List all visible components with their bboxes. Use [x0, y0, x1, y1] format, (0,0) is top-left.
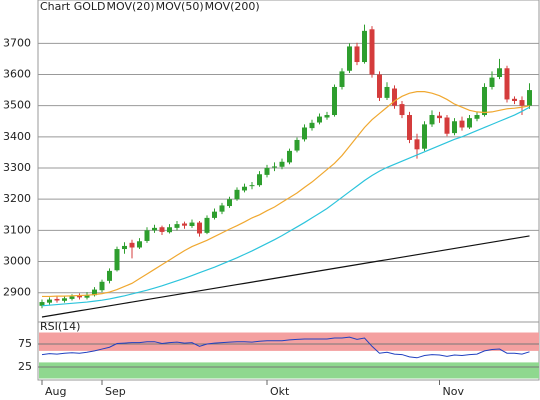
candle-body — [527, 90, 532, 106]
candle-body — [279, 161, 285, 167]
candle-body — [129, 242, 135, 248]
candle-body — [99, 281, 105, 291]
candle-body — [354, 46, 360, 63]
candle-body — [339, 71, 345, 87]
rsi-band — [39, 362, 539, 379]
candle-body — [497, 68, 502, 77]
candle-body — [69, 296, 75, 299]
candle-body — [414, 139, 420, 150]
rsi-band — [39, 332, 539, 351]
candle-body — [512, 98, 517, 101]
x-tick-label: Okt — [270, 385, 290, 398]
y-tick-label: 75 — [18, 337, 32, 350]
y-tick-label: 3700 — [3, 36, 31, 49]
candle-body — [39, 302, 45, 306]
candle-body — [272, 166, 277, 168]
legend-entry: MOV(50) — [156, 0, 204, 13]
candle-body — [212, 211, 217, 218]
candle-body — [197, 222, 202, 234]
candle-body — [474, 115, 480, 119]
candle-body — [152, 227, 157, 231]
y-tick-label: 3300 — [3, 161, 31, 174]
y-tick-label: 2900 — [3, 286, 31, 299]
rsi-title: RSI(14) — [40, 320, 80, 333]
y-tick-label: 3500 — [3, 99, 31, 112]
candle-body — [437, 115, 442, 119]
candle-body — [287, 150, 292, 163]
candle-body — [504, 68, 510, 100]
candle-body — [182, 223, 187, 226]
candle-body — [369, 29, 375, 75]
rsi-line — [41, 336, 530, 359]
candle-body — [84, 294, 90, 298]
x-tick-label: Aug — [45, 385, 66, 398]
plot-layer: 2900 3000 3100 3200 3300 3400 3500 3600 3700 Char… — [3, 0, 539, 398]
legend-entry: MOV(20) — [107, 0, 155, 13]
candle-body — [107, 270, 112, 281]
candle-body — [407, 115, 412, 140]
candle-body — [249, 185, 255, 187]
candle-body — [174, 224, 180, 228]
moving-average — [42, 91, 530, 298]
candle-body — [54, 298, 60, 301]
candle-body — [302, 127, 307, 140]
candle-body — [204, 217, 210, 233]
candle-body — [362, 30, 367, 63]
candle-body — [399, 104, 405, 116]
candle-body — [159, 227, 165, 232]
candle-body — [377, 74, 382, 98]
candle-body — [227, 199, 232, 207]
y-tick-label: 3200 — [3, 192, 31, 205]
legend-entry: MOV(200) — [205, 0, 260, 13]
y-tick-label: 3600 — [3, 67, 31, 80]
candle-body — [62, 298, 67, 301]
candle-body — [422, 124, 427, 149]
candle-body — [242, 186, 247, 191]
candle-body — [347, 46, 352, 71]
candle-body — [167, 227, 172, 233]
candle-body — [392, 88, 397, 106]
candle-body — [444, 117, 450, 134]
candle-body — [47, 299, 52, 303]
candle-body — [137, 241, 142, 248]
y-tick-label: 25 — [18, 360, 32, 373]
x-tick-label: Sep — [105, 385, 126, 398]
candle-body — [429, 115, 435, 125]
moving-average — [41, 235, 530, 318]
candle-body — [264, 168, 270, 175]
candle-body — [452, 121, 457, 134]
candle-body — [189, 222, 195, 226]
x-tick-label: Nov — [443, 385, 465, 398]
candle-body — [482, 86, 487, 116]
candle-body — [324, 115, 330, 118]
candle-body — [317, 116, 322, 123]
candle-body — [489, 77, 495, 87]
chart-title: Chart GOLD — [40, 0, 106, 13]
candle-body — [77, 295, 82, 298]
candle-body — [459, 120, 465, 128]
candle-body — [384, 86, 390, 98]
candle-body — [92, 289, 97, 296]
candle-body — [257, 174, 262, 186]
candle-body — [309, 122, 315, 129]
moving-average — [41, 106, 530, 307]
candle-body — [519, 100, 525, 106]
y-tick-label: 3100 — [3, 223, 31, 236]
candle-body — [294, 139, 300, 151]
candle-body — [219, 205, 225, 212]
candle-body — [114, 249, 120, 271]
y-tick-label: 3400 — [3, 130, 31, 143]
candle-body — [122, 245, 127, 250]
candle-body — [234, 189, 240, 200]
candle-body — [467, 118, 472, 128]
y-tick-label: 3000 — [3, 255, 31, 268]
candle-body — [332, 86, 337, 116]
candle-body — [144, 230, 150, 241]
